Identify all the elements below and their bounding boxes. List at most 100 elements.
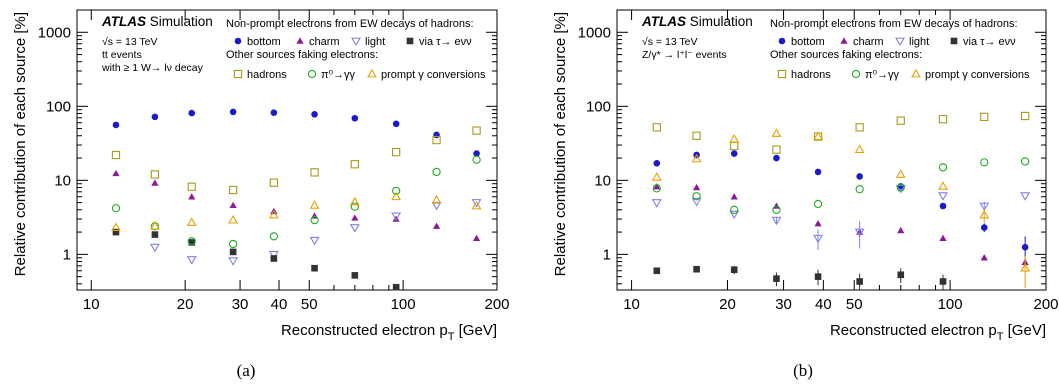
- y-axis-label: Relative contribution of each source [%]: [12, 12, 29, 276]
- data-point: [151, 113, 159, 121]
- data-point: [310, 215, 319, 225]
- data-point: [938, 181, 948, 190]
- data-point: [349, 196, 360, 206]
- x-tick-label: 100: [938, 296, 963, 313]
- legend-label: via τ→ eνν: [419, 36, 472, 48]
- data-point: [730, 193, 738, 200]
- data-point: [813, 131, 824, 141]
- legend-header: Other sources faking electrons:: [770, 49, 922, 61]
- series-bottom: [112, 108, 480, 157]
- x-tick-label: 200: [484, 296, 509, 313]
- data-point: [729, 210, 740, 220]
- data-point: [187, 182, 196, 191]
- data-point: [730, 141, 739, 151]
- legend-label: light: [365, 36, 385, 48]
- data-point: [772, 145, 781, 154]
- plot-frame: [616, 9, 1047, 291]
- legend-marker: [851, 69, 861, 79]
- data-point: [897, 226, 905, 234]
- data-point: [980, 112, 989, 122]
- data-point: [730, 205, 739, 214]
- legend-label: charm: [309, 36, 340, 48]
- x-tick-label: 40: [271, 296, 288, 313]
- x-tick-label: 40: [815, 296, 832, 313]
- y-tick-label: 1: [63, 246, 71, 263]
- data-point: [228, 239, 238, 249]
- data-point: [896, 116, 905, 125]
- data-point: [1020, 192, 1031, 201]
- legend-label: bottom: [247, 36, 281, 48]
- legend-marker: [296, 37, 304, 44]
- data-point: [772, 205, 781, 214]
- data-point: [311, 110, 318, 118]
- y-axis-label: Relative contribution of each source [%]: [552, 12, 569, 276]
- data-point: [311, 264, 318, 272]
- data-point: [939, 278, 947, 285]
- data-point: [651, 172, 662, 181]
- series-light: [149, 199, 482, 266]
- data-point: [392, 186, 401, 196]
- panel-label: (a): [237, 361, 256, 380]
- data-point: [939, 234, 947, 241]
- data-point: [773, 154, 780, 162]
- data-point: [392, 148, 401, 157]
- legend-label: π⁰→γγ: [321, 69, 355, 81]
- series-hadrons: [652, 111, 1030, 154]
- data-point: [391, 191, 402, 201]
- y-tick-label: 1000: [38, 24, 71, 41]
- data-point: [471, 199, 482, 208]
- data-point: [310, 168, 319, 177]
- data-point: [151, 231, 159, 238]
- data-point: [814, 168, 822, 176]
- data-point: [187, 237, 196, 246]
- series-charm: [653, 183, 1029, 266]
- data-point: [228, 185, 238, 195]
- legend-marker: [307, 69, 317, 79]
- legend-label: hadrons: [247, 69, 287, 81]
- data-point: [855, 185, 864, 194]
- series--: [111, 155, 481, 249]
- data-point: [111, 204, 121, 213]
- data-point: [268, 209, 279, 219]
- data-point: [897, 271, 905, 279]
- legend-label: π⁰→γγ: [865, 69, 899, 81]
- data-point: [980, 224, 988, 231]
- data-point: [112, 169, 120, 177]
- data-point: [150, 170, 160, 179]
- data-point: [652, 123, 661, 132]
- data-point: [693, 265, 700, 273]
- data-point: [730, 150, 738, 157]
- x-tick-label: 20: [719, 296, 736, 313]
- data-point: [350, 202, 359, 211]
- atlas-label: ATLAS Simulation: [101, 14, 213, 29]
- legend-marker: [351, 37, 361, 47]
- legend-marker: [234, 37, 242, 45]
- series-hadrons: [111, 126, 481, 195]
- x-tick-label: 50: [846, 296, 863, 313]
- legend-marker: [233, 69, 243, 79]
- data-point: [349, 224, 360, 233]
- y-tick-label: 10: [594, 172, 611, 189]
- data-point: [653, 183, 661, 190]
- legend-header: Other sources faking electrons:: [226, 49, 378, 61]
- data-point: [309, 236, 320, 246]
- data-point: [895, 184, 906, 194]
- series--: [652, 157, 1030, 214]
- data-point: [186, 217, 197, 226]
- data-point: [269, 178, 278, 187]
- data-point: [692, 131, 701, 140]
- data-point: [228, 215, 239, 224]
- data-point: [980, 254, 988, 261]
- series-via-e-: [653, 265, 947, 290]
- data-point: [112, 228, 120, 236]
- data-point: [473, 150, 480, 157]
- data-point: [268, 250, 279, 260]
- data-point: [1020, 111, 1030, 121]
- legend-marker: [367, 68, 377, 78]
- legend-marker: [778, 37, 786, 45]
- data-point: [1020, 157, 1030, 166]
- data-point: [939, 202, 947, 210]
- data-point: [149, 221, 160, 230]
- data-point: [692, 183, 701, 191]
- data-point: [351, 214, 359, 221]
